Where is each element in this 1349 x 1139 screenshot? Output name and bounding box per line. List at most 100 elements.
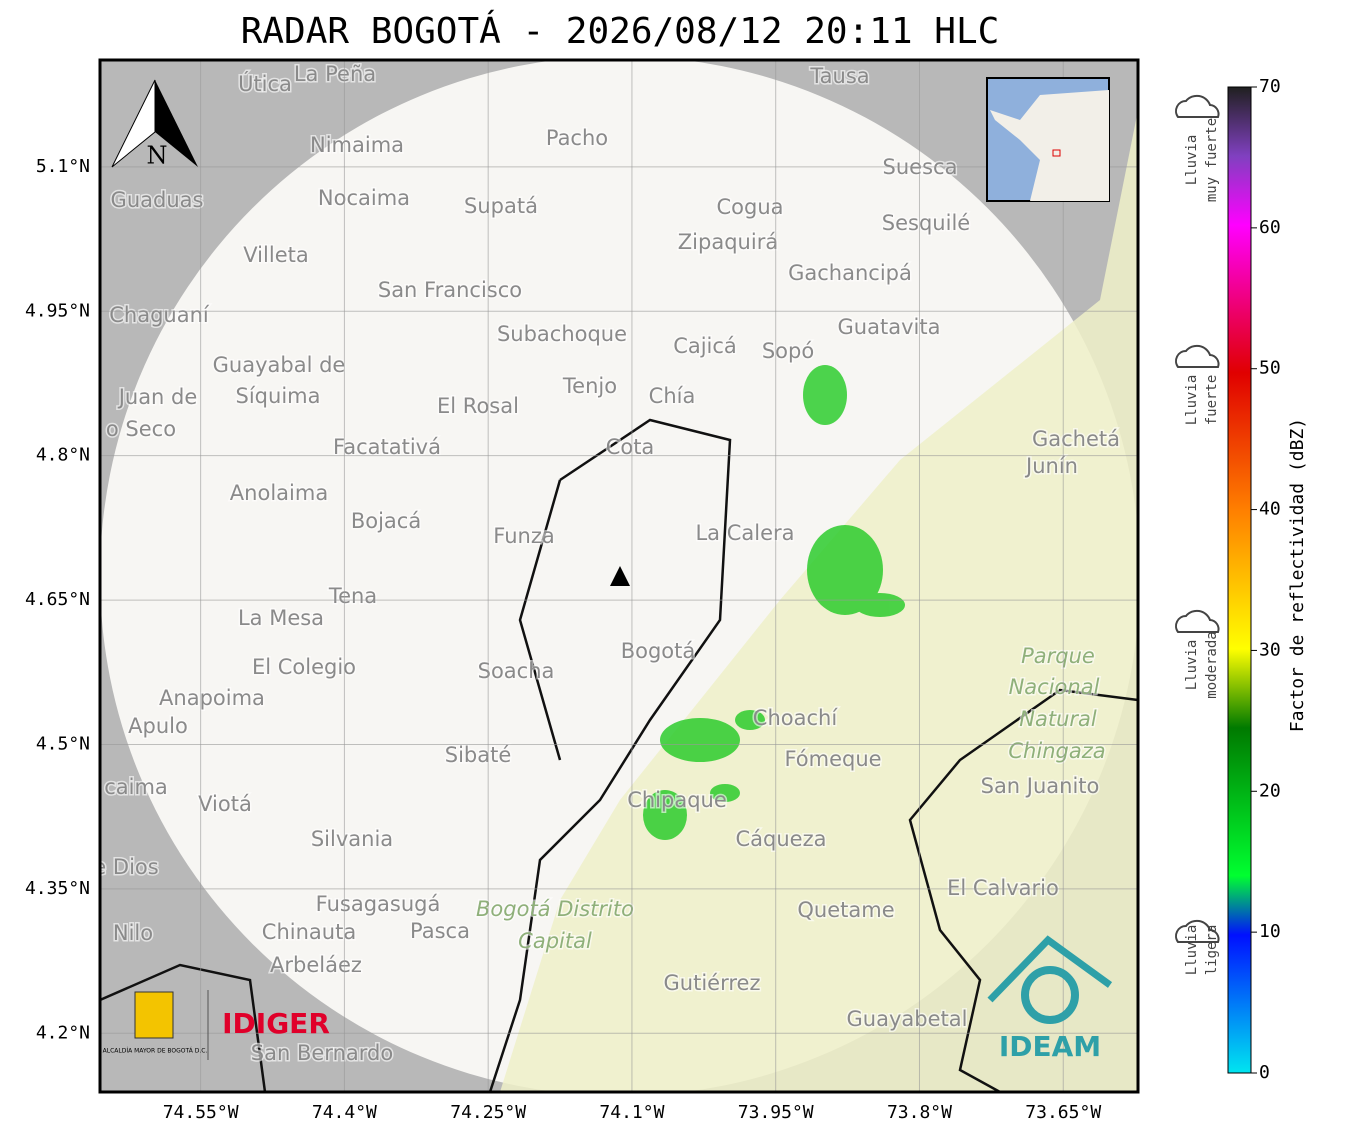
place-label: Sibaté (445, 743, 512, 767)
place-label: Junín (1024, 454, 1078, 478)
place-label: Pacho (546, 126, 608, 150)
x-tick-label: 73.8°W (887, 1102, 952, 1123)
park-label: Nacional (1009, 675, 1100, 699)
place-label: Chaguaní (109, 303, 210, 327)
logo-idiger: IDIGER (222, 1007, 330, 1040)
rain-level-label: Lluvia (1184, 135, 1200, 186)
place-label: Cogua (716, 195, 783, 219)
place-label: o Seco (106, 417, 176, 441)
colorbar-tick-label: 60 (1259, 217, 1281, 238)
place-label: Tausa (809, 64, 869, 88)
north-arrow: N (111, 79, 198, 170)
place-label: El Colegio (252, 655, 356, 679)
place-label: Viotá (198, 792, 252, 816)
park-label: Chingaza (1008, 739, 1105, 763)
y-tick-label: 4.8°N (36, 445, 90, 466)
rain-level-label: ligera (1204, 925, 1220, 976)
place-label: Chinauta (262, 920, 356, 944)
park-label: Parque (1021, 644, 1095, 668)
rain-level-label: fuerte (1204, 375, 1220, 426)
place-label: El Rosal (437, 394, 519, 418)
colorbar-tick-label: 0 (1259, 1062, 1270, 1083)
place-label: Pasca (410, 919, 470, 943)
y-tick-label: 4.95°N (25, 300, 90, 321)
place-label: Quetame (797, 898, 894, 922)
place-label: Anapoima (159, 686, 265, 710)
place-label: Gutiérrez (664, 971, 761, 995)
place-label: Tena (328, 584, 377, 608)
rain-level-label: muy fuerte (1204, 118, 1220, 202)
place-label: Cajicá (673, 334, 737, 358)
place-label: Subachoque (497, 322, 627, 346)
place-label: San Juanito (981, 774, 1100, 798)
park-label: Natural (1019, 707, 1097, 731)
place-label: Arbeláez (270, 953, 362, 977)
colorbar-tick-label: 70 (1259, 76, 1281, 97)
place-label: Nimaima (310, 133, 404, 157)
park-label: Bogotá Distrito (476, 897, 634, 921)
place-label: Guatavita (838, 315, 941, 339)
place-label: Guaduas (111, 188, 204, 212)
x-tick-label: 74.55°W (163, 1102, 239, 1123)
y-tick-label: 4.65°N (25, 589, 90, 610)
place-label: Chía (649, 384, 696, 408)
y-tick-label: 5.1°N (36, 156, 90, 177)
place-label: Fómeque (784, 747, 881, 771)
place-label: Sopó (762, 339, 814, 363)
place-label: Síquima (236, 384, 321, 408)
place-label: Nocaima (318, 186, 410, 210)
colorbar-label: Factor de reflectividad (dBZ) (1287, 418, 1308, 732)
place-label: Silvania (311, 827, 393, 851)
rain-icon (1175, 94, 1220, 118)
place-label: Fusagasugá (316, 892, 441, 916)
colorbar-tick-label: 20 (1259, 780, 1281, 801)
place-label: Gachetá (1032, 427, 1120, 451)
place-label: e Dios (93, 855, 158, 879)
place-label: San Bernardo (251, 1041, 393, 1065)
place-label: Bojacá (351, 509, 421, 533)
rain-level-label: moderada (1204, 631, 1220, 698)
map: Útica La Peña TausaPachoNimaimaSuescaGuadu… (93, 60, 1138, 1092)
y-tick-label: 4.35°N (25, 878, 90, 899)
place-label: San Francisco (378, 278, 522, 302)
place-label: La Calera (695, 521, 794, 545)
place-label: Apulo (128, 714, 188, 738)
logos: ALCALDÍA MAYOR DE BOGOTÁ D.C. IDIGER IDE… (103, 935, 1113, 1063)
place-label: Gachancipá (788, 261, 912, 285)
rain-icon (1175, 344, 1220, 368)
rain-icon (1175, 919, 1220, 943)
colorbar-tick-label: 30 (1259, 639, 1281, 660)
place-label: Soacha (478, 659, 555, 683)
park-label: Capital (518, 929, 592, 953)
place-label: Villeta (243, 243, 308, 267)
place-label: Útica (238, 71, 292, 96)
place-label: Nilo (113, 921, 153, 945)
x-tick-label: 73.65°W (1025, 1102, 1101, 1123)
place-label: Sesquilé (882, 211, 970, 235)
place-label: Supatá (464, 194, 538, 218)
colorbar (1227, 86, 1252, 1074)
logo-ideam: IDEAM (999, 1030, 1101, 1063)
title: RADAR BOGOTÁ - 2026/08/12 20:11 HLC (241, 10, 1000, 52)
y-tick-label: 4.5°N (36, 733, 90, 754)
place-label: La Peña (294, 62, 376, 86)
north-label: N (147, 142, 168, 170)
rain-level-label: Lluvia (1184, 925, 1200, 976)
place-label: Chipaque (627, 788, 727, 812)
rain-icon (1175, 609, 1220, 633)
place-label: La Mesa (238, 606, 324, 630)
place-label: Tenjo (562, 374, 617, 398)
place-label: Guayabetal (847, 1007, 968, 1031)
place-label: Choachí (753, 706, 839, 730)
colorbar-tick-label: 50 (1259, 358, 1281, 379)
place-label: Anolaima (230, 481, 328, 505)
x-tick-label: 74.25°W (450, 1102, 526, 1123)
y-tick-label: 4.2°N (36, 1022, 90, 1043)
place-label: Zipaquirá (678, 230, 778, 254)
x-tick-label: 74.4°W (312, 1102, 377, 1123)
colorbar-tick-label: 10 (1259, 921, 1281, 942)
rain-level-label: Lluvia (1184, 375, 1200, 426)
place-label: Cáqueza (736, 827, 827, 851)
colorbar-tick-label: 40 (1259, 499, 1281, 520)
